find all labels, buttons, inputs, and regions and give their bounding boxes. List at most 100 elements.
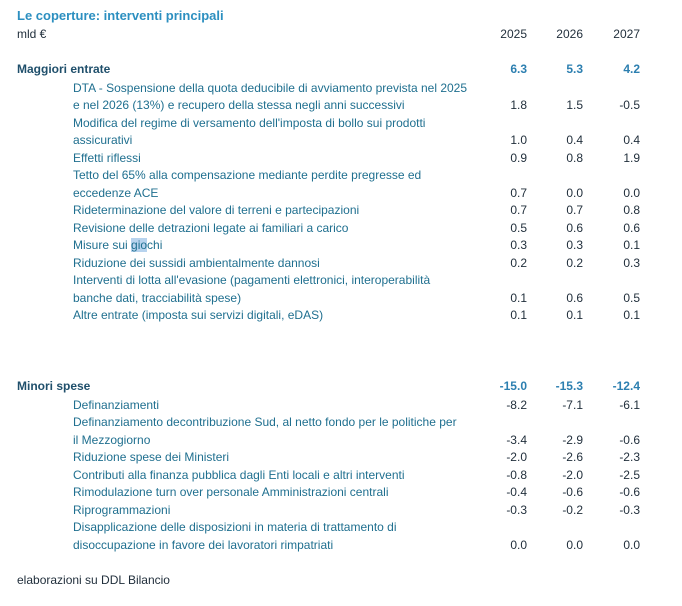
row-value-2027: -0.6 <box>619 485 640 499</box>
section-total-maggiori-2027: 4.2 <box>623 62 640 76</box>
row-value-2026: -7.1 <box>562 397 583 412</box>
row-value-2025: -0.4 <box>506 485 527 499</box>
row-value-2026: 0.3 <box>566 238 583 252</box>
row-label: Modifica del regime di versamento dell'i… <box>73 115 493 150</box>
row-value-2027: 0.0 <box>623 185 640 200</box>
row-label: Definanziamenti <box>73 397 493 415</box>
row-value-2027: 0.6 <box>623 220 640 235</box>
row-value-2027: 0.3 <box>623 255 640 270</box>
row-label-line: Rimodulazione turn over personale Ammini… <box>73 485 389 499</box>
row-value-2026: 0.2 <box>566 255 583 270</box>
row-value-2025: -0.8 <box>506 467 527 482</box>
table-title: Le coperture: interventi principali <box>17 8 224 23</box>
row-value-2025: 0.7 <box>510 185 527 200</box>
row-value-2027: 0.1 <box>623 238 640 252</box>
row-value-2027: 0.1 <box>623 308 640 322</box>
row-label-line: eccedenze ACE <box>73 185 159 200</box>
row-label-line: Contributi alla finanza pubblica dagli E… <box>73 467 405 482</box>
row-value-2025: 0.3 <box>510 238 527 252</box>
row-value-2025: 1.0 <box>510 133 527 147</box>
row-value-2026: 0.4 <box>566 133 583 147</box>
row-value-2027: 0.8 <box>623 203 640 217</box>
row-label-line: disoccupazione in favore dei lavoratori … <box>73 537 334 552</box>
row-value-2026: -2.9 <box>562 432 583 447</box>
row-label-line: Interventi di lotta all'evasione (pagame… <box>73 273 431 287</box>
row-value-2025: 0.1 <box>510 290 527 305</box>
row-label-line: Disapplicazione delle disposizioni in ma… <box>73 520 397 534</box>
row-label: Rimodulazione turn over personale Ammini… <box>73 484 493 502</box>
row-label-line: Modifica del regime di versamento dell'i… <box>73 115 426 130</box>
row-value-2025: 0.5 <box>510 220 527 235</box>
unit-label: mld € <box>17 27 47 41</box>
row-value-2027: 0.4 <box>623 133 640 147</box>
row-label-line: Effetti riflessi <box>73 150 141 165</box>
row-label: Disapplicazione delle disposizioni in ma… <box>73 519 493 554</box>
row-label-line: assicurativi <box>73 133 133 147</box>
row-label: Revisione delle detrazioni legate ai fam… <box>73 220 493 238</box>
row-label-line: Definanziamenti <box>73 397 160 412</box>
row-value-2025: 0.7 <box>510 203 527 217</box>
year-header-2025: 2025 <box>500 27 527 41</box>
row-label: Riduzione dei sussidi ambientalmente dan… <box>73 255 493 273</box>
row-value-2027: 0.5 <box>623 290 640 305</box>
row-label: Effetti riflessi <box>73 150 493 168</box>
row-label-line: Tetto del 65% alla compensazione mediant… <box>73 168 422 182</box>
row-value-2026: 0.7 <box>566 203 583 217</box>
section-total-minori-2025: -15.0 <box>499 379 527 393</box>
row-label-line: Riduzione spese dei Ministeri <box>73 450 230 464</box>
row-label: Rideterminazione del valore di terreni e… <box>73 202 493 220</box>
row-label-line: e nel 2026 (13%) e recupero della stessa… <box>73 98 405 112</box>
row-value-2026: -2.6 <box>562 450 583 464</box>
source-note: elaborazioni su DDL Bilancio <box>17 573 170 587</box>
row-label-line: banche dati, tracciabilità spese) <box>73 290 242 305</box>
row-value-2026: -2.0 <box>562 467 583 482</box>
row-value-2025: -8.2 <box>506 397 527 412</box>
section-label-maggiori: Maggiori entrate <box>17 62 111 76</box>
row-value-2025: 0.9 <box>510 150 527 165</box>
row-value-2027: -6.1 <box>619 397 640 412</box>
row-value-2026: -0.2 <box>562 502 583 517</box>
row-value-2027: 1.9 <box>623 150 640 165</box>
row-value-2025: -0.3 <box>506 502 527 517</box>
row-value-2026: 0.0 <box>566 537 583 552</box>
row-value-2027: -0.5 <box>619 98 640 112</box>
row-label-line: Revisione delle detrazioni legate ai fam… <box>73 220 349 235</box>
row-value-2027: 0.0 <box>623 537 640 552</box>
row-label: Riprogrammazioni <box>73 502 493 520</box>
row-label: Contributi alla finanza pubblica dagli E… <box>73 467 493 485</box>
row-value-2027: -2.3 <box>619 450 640 464</box>
row-label-line: Misure sui giochi <box>73 238 163 252</box>
row-label-line: Rideterminazione del valore di terreni e… <box>73 203 360 217</box>
section-total-minori-2027: -12.4 <box>612 379 640 393</box>
section-total-maggiori-2026: 5.3 <box>566 62 583 76</box>
row-value-2025: -2.0 <box>506 450 527 464</box>
row-label-line: DTA - Sospensione della quota deducibile… <box>73 80 468 95</box>
row-label: Riduzione spese dei Ministeri <box>73 449 493 467</box>
row-label-line: Riprogrammazioni <box>73 502 171 517</box>
row-label-line: Definanziamento decontribuzione Sud, al … <box>73 415 457 429</box>
row-label: Altre entrate (imposta sui servizi digit… <box>73 307 493 325</box>
row-value-2026: 0.6 <box>566 290 583 305</box>
year-header-2026: 2026 <box>556 27 583 41</box>
section-total-minori-2026: -15.3 <box>555 379 583 393</box>
text-selection-highlight: gio <box>131 238 148 252</box>
row-value-2026: 0.6 <box>566 220 583 235</box>
row-value-2026: 0.1 <box>566 308 583 322</box>
section-label-minori: Minori spese <box>17 379 91 393</box>
row-value-2026: 1.5 <box>566 98 583 112</box>
row-value-2027: -0.3 <box>619 502 640 517</box>
year-header-2027: 2027 <box>613 27 640 41</box>
row-label-line: Riduzione dei sussidi ambientalmente dan… <box>73 255 320 270</box>
row-label: Interventi di lotta all'evasione (pagame… <box>73 272 493 307</box>
row-value-2025: 0.1 <box>510 308 527 322</box>
row-label-line: il Mezzogiorno <box>73 432 151 447</box>
row-value-2025: 0.0 <box>510 537 527 552</box>
row-label: Misure sui giochi <box>73 237 493 255</box>
row-label: DTA - Sospensione della quota deducibile… <box>73 80 493 115</box>
row-value-2026: -0.6 <box>562 485 583 499</box>
row-value-2025: -3.4 <box>506 432 527 447</box>
row-value-2027: -2.5 <box>619 467 640 482</box>
section-total-maggiori-2025: 6.3 <box>510 62 527 76</box>
row-value-2026: 0.0 <box>566 185 583 200</box>
row-label: Definanziamento decontribuzione Sud, al … <box>73 414 493 449</box>
